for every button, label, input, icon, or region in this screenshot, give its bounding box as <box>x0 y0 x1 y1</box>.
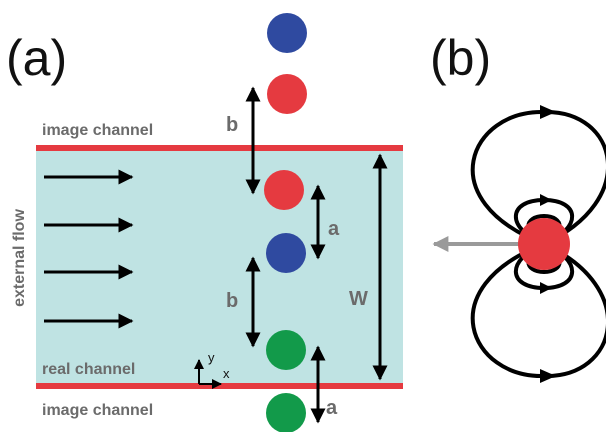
real-channel-label: real channel <box>42 361 135 378</box>
real-particle-blue <box>266 233 306 273</box>
axis-x-label: x <box>223 366 230 381</box>
dimension-arrows <box>245 86 388 424</box>
streamline-direction-arrows <box>540 105 556 383</box>
panel-a-label: (a) <box>6 30 67 86</box>
dimension-a-lower-label: a <box>326 397 338 419</box>
swimmer-particle <box>518 218 570 270</box>
direction-arrow-icon <box>540 194 552 206</box>
flow-arrows <box>44 169 134 329</box>
axis-y-label: y <box>208 350 215 365</box>
dimension-b-lower-label: b <box>226 290 238 312</box>
image-channel-bottom-label: image channel <box>42 402 153 419</box>
real-particle-green <box>266 330 306 370</box>
image-particle-green <box>266 393 306 432</box>
image-particle-blue <box>267 13 307 53</box>
direction-arrow-icon <box>540 282 552 294</box>
panel-b: (b) <box>430 30 606 383</box>
dimension-a-upper-label: a <box>328 218 340 240</box>
direction-arrow-icon <box>540 369 556 383</box>
dimension-w-label: W <box>349 288 368 310</box>
external-flow-label: external flow <box>11 209 28 307</box>
image-particle-red <box>267 74 307 114</box>
real-particle-red <box>264 170 304 210</box>
dimension-b-upper-label: b <box>226 114 238 136</box>
panel-a: (a) image channel image channel real cha… <box>6 13 403 432</box>
coordinate-axes: y x <box>194 350 230 389</box>
image-channel-top-label: image channel <box>42 122 153 139</box>
panel-b-label: (b) <box>430 30 491 86</box>
real-channel-fill <box>36 148 403 386</box>
direction-arrow-icon <box>540 105 556 119</box>
